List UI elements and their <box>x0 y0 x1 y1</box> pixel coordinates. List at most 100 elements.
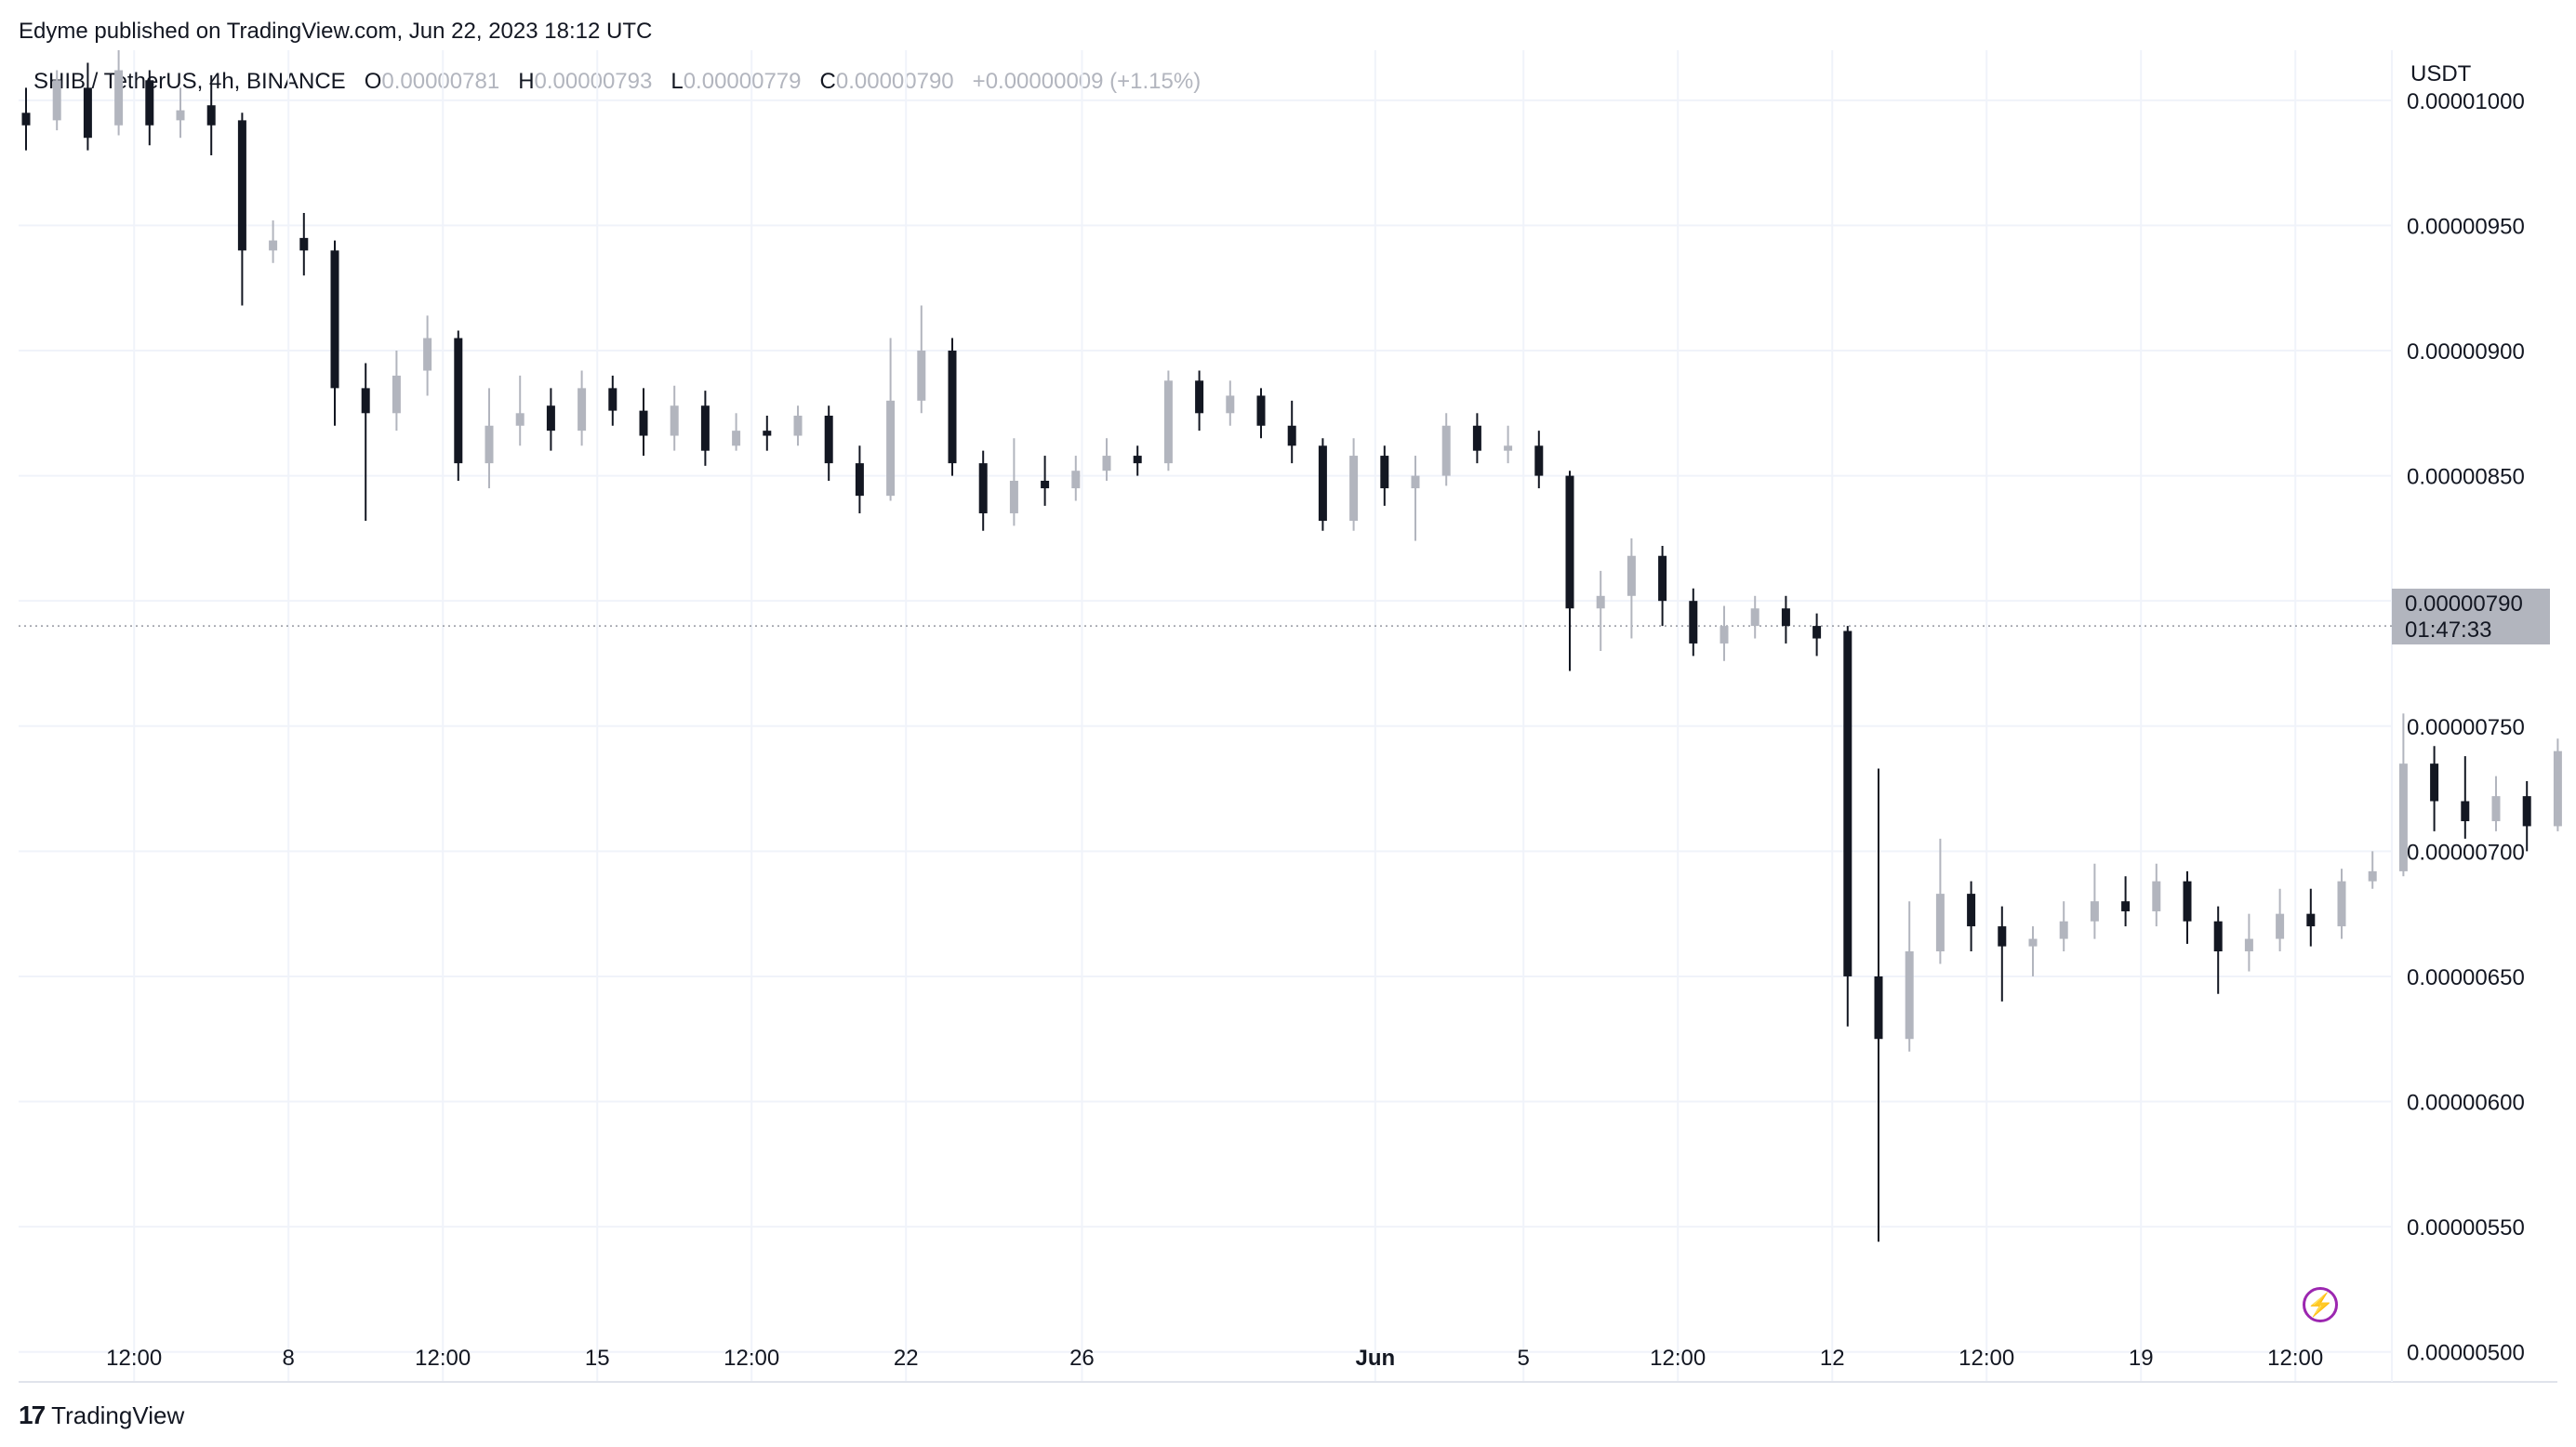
candle[interactable] <box>546 388 555 451</box>
candle[interactable] <box>1812 613 1822 657</box>
candle[interactable] <box>1349 438 1359 531</box>
time-tick-label: 19 <box>2129 1346 2154 1371</box>
candle[interactable] <box>114 50 124 136</box>
candle[interactable] <box>1534 431 1544 489</box>
candle[interactable] <box>1967 881 1976 952</box>
candle[interactable] <box>886 338 896 501</box>
candle[interactable] <box>269 220 278 263</box>
candle[interactable] <box>2306 888 2316 947</box>
candle[interactable] <box>206 74 216 156</box>
candle[interactable] <box>2337 869 2346 939</box>
candle[interactable] <box>1843 626 1852 1027</box>
candle[interactable] <box>1472 413 1481 464</box>
last-price-value: 0.00000790 <box>2405 591 2523 617</box>
candle[interactable] <box>2213 906 2223 994</box>
candle[interactable] <box>21 87 31 151</box>
candle[interactable] <box>824 405 833 481</box>
candle-body <box>1658 555 1667 602</box>
candle[interactable] <box>1689 588 1698 657</box>
bar-countdown: 01:47:33 <box>2405 617 2492 643</box>
candle[interactable] <box>639 388 648 457</box>
lightning-bolt-icon[interactable]: ⚡ <box>2303 1287 2338 1322</box>
candle[interactable] <box>700 391 710 466</box>
candle[interactable] <box>2553 738 2562 831</box>
candle[interactable] <box>237 113 246 306</box>
candle[interactable] <box>1318 438 1327 531</box>
candle[interactable] <box>855 445 864 513</box>
candle[interactable] <box>361 363 370 522</box>
candle[interactable] <box>454 330 463 481</box>
candle[interactable] <box>1935 838 1945 964</box>
candle-body <box>1226 395 1235 414</box>
candle[interactable] <box>1781 595 1790 644</box>
candle[interactable] <box>1658 545 1667 627</box>
candle[interactable] <box>2121 876 2131 927</box>
candle[interactable] <box>1256 388 1266 439</box>
candle[interactable] <box>515 375 524 446</box>
price-scale-currency[interactable]: USDT <box>2410 61 2472 86</box>
candle[interactable] <box>608 375 617 426</box>
candle[interactable] <box>1071 456 1081 501</box>
candle[interactable] <box>299 212 309 276</box>
candle[interactable] <box>1195 370 1204 431</box>
candle[interactable] <box>2430 746 2439 831</box>
candle[interactable] <box>2152 863 2161 927</box>
candle[interactable] <box>2183 870 2192 944</box>
candle[interactable] <box>423 315 432 396</box>
candle[interactable] <box>2368 851 2377 889</box>
candle[interactable] <box>578 370 587 446</box>
candle[interactable] <box>2276 888 2285 952</box>
candle[interactable] <box>1287 400 1296 464</box>
candle-body <box>1102 456 1111 471</box>
candle[interactable] <box>670 385 679 451</box>
candle[interactable] <box>52 70 61 131</box>
candle[interactable] <box>2491 776 2501 831</box>
candle[interactable] <box>2028 926 2038 976</box>
candle[interactable] <box>1041 456 1050 506</box>
candle[interactable] <box>392 351 401 431</box>
candle[interactable] <box>176 87 185 139</box>
time-tick-label: Jun <box>1356 1346 1396 1371</box>
candle[interactable] <box>1133 445 1142 476</box>
candle[interactable] <box>1750 595 1759 639</box>
candle[interactable] <box>763 415 772 451</box>
candle-body <box>1812 626 1822 639</box>
candle[interactable] <box>330 240 339 426</box>
candle[interactable] <box>2522 780 2531 852</box>
candle[interactable] <box>1720 605 1729 661</box>
tradingview-logo[interactable]: 17 TradingView <box>19 1401 184 1430</box>
candle-body <box>1380 456 1389 489</box>
candle[interactable] <box>2244 913 2253 972</box>
candle[interactable] <box>2398 713 2408 877</box>
candle[interactable] <box>485 388 494 489</box>
candle[interactable] <box>1596 570 1605 652</box>
candle-body <box>2276 913 2285 939</box>
candle[interactable] <box>1411 456 1420 541</box>
candle[interactable] <box>145 70 154 146</box>
candle[interactable] <box>1874 768 1883 1242</box>
candle-body <box>454 338 463 464</box>
candle[interactable] <box>1998 906 2007 1002</box>
candle[interactable] <box>1163 370 1173 471</box>
grid-lines <box>19 50 2392 1382</box>
candle[interactable] <box>948 338 957 476</box>
candle[interactable] <box>1441 413 1451 486</box>
candle[interactable] <box>732 413 741 451</box>
candle[interactable] <box>1627 538 1636 639</box>
candle[interactable] <box>1565 471 1574 671</box>
candle[interactable] <box>2090 863 2099 939</box>
candle[interactable] <box>978 450 988 531</box>
candle[interactable] <box>2059 901 2068 952</box>
candle[interactable] <box>793 405 803 446</box>
candle[interactable] <box>1504 425 1513 464</box>
candle[interactable] <box>1102 438 1111 481</box>
candle[interactable] <box>1226 380 1235 426</box>
candle[interactable] <box>917 305 926 414</box>
candle[interactable] <box>1380 445 1389 506</box>
candle-body <box>269 240 278 251</box>
candle[interactable] <box>83 62 92 151</box>
candle[interactable] <box>1905 901 1914 1052</box>
candle[interactable] <box>2461 756 2470 839</box>
candle[interactable] <box>1009 438 1018 526</box>
